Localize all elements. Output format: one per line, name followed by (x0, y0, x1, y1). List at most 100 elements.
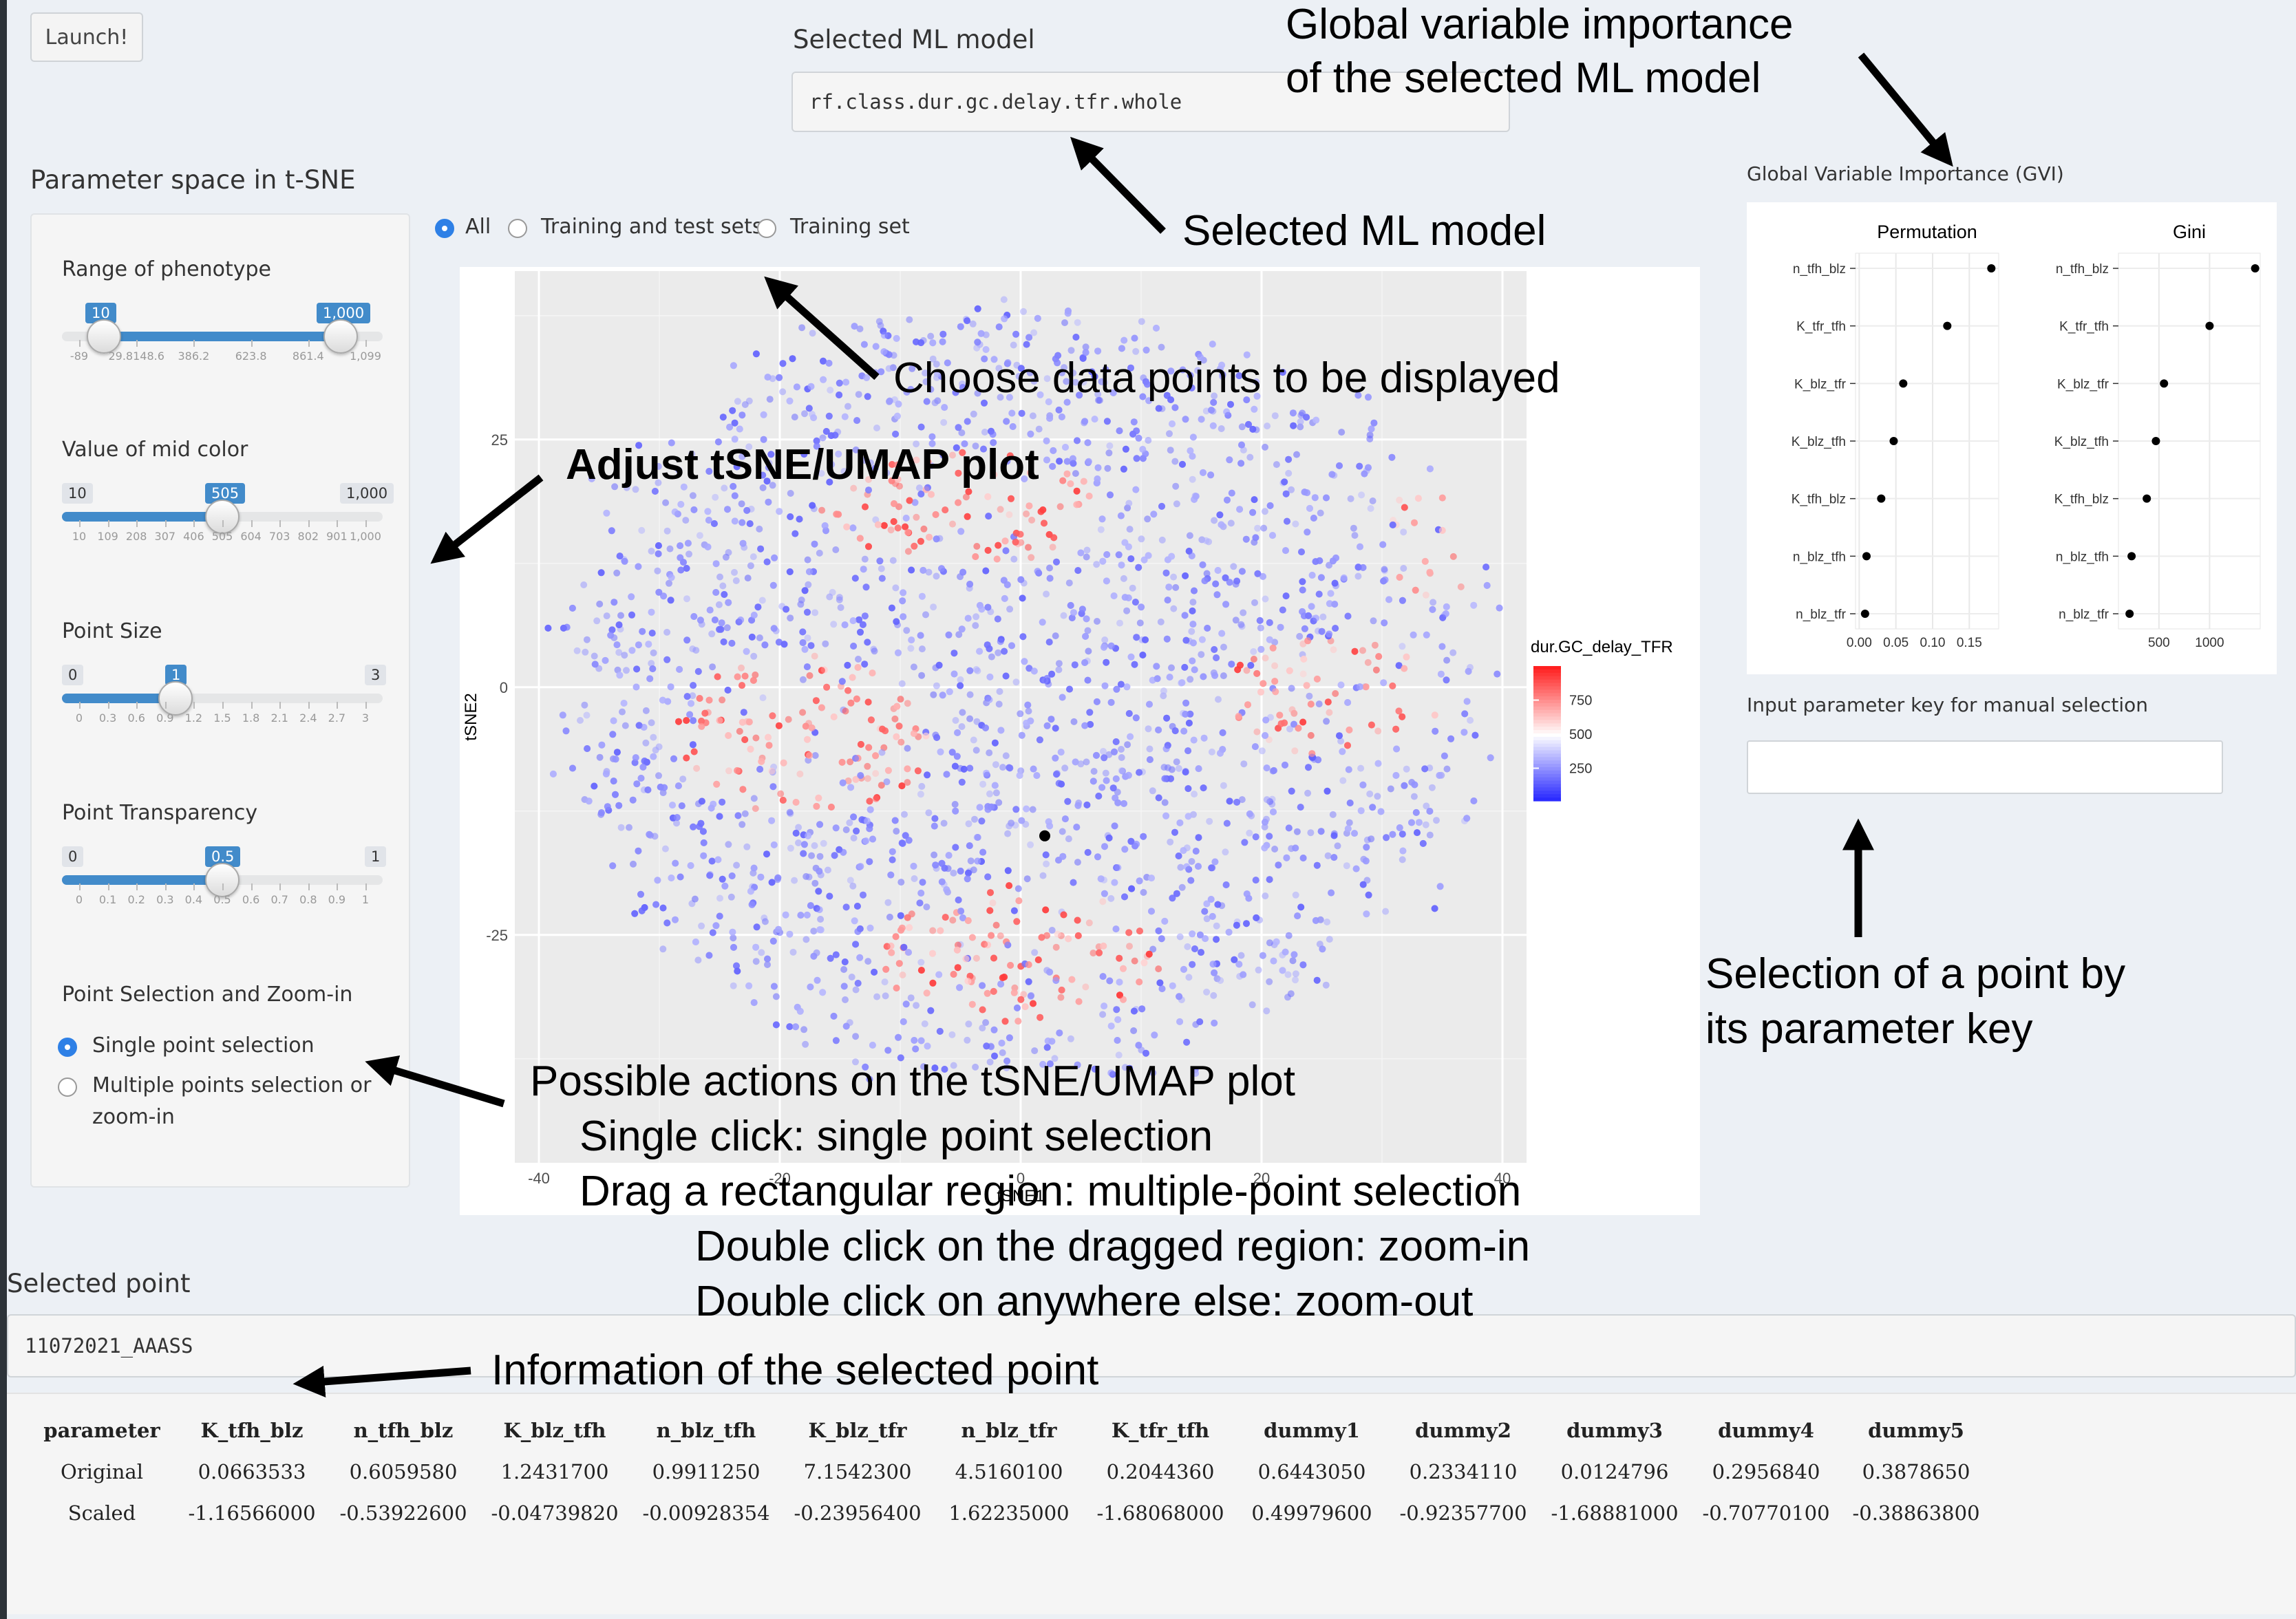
tsne-point[interactable] (769, 482, 776, 489)
tsne-point[interactable] (904, 700, 911, 707)
tsne-point[interactable] (907, 645, 915, 652)
tsne-point[interactable] (1260, 524, 1268, 532)
tsne-point[interactable] (1123, 607, 1131, 614)
tsne-point[interactable] (759, 694, 767, 702)
tsne-point[interactable] (904, 548, 912, 555)
tsne-point[interactable] (1063, 378, 1070, 385)
tsne-point[interactable] (752, 734, 760, 742)
tsne-point[interactable] (1218, 425, 1225, 432)
tsne-point[interactable] (1072, 470, 1079, 478)
tsne-point[interactable] (986, 749, 993, 757)
tsne-point[interactable] (1374, 727, 1382, 735)
tsne-point[interactable] (721, 484, 728, 492)
tsne-point[interactable] (979, 780, 987, 788)
tsne-point[interactable] (573, 647, 581, 654)
tsne-point[interactable] (1172, 583, 1180, 591)
tsne-point[interactable] (1306, 692, 1313, 700)
tsne-point[interactable] (1332, 690, 1339, 697)
tsne-point[interactable] (864, 762, 871, 770)
tsne-point[interactable] (1155, 965, 1162, 973)
tsne-point[interactable] (1083, 758, 1090, 766)
tsne-point[interactable] (1189, 599, 1197, 606)
tsne-point[interactable] (623, 484, 630, 491)
tsne-point[interactable] (1426, 831, 1434, 839)
tsne-point[interactable] (1326, 936, 1333, 943)
tsne-point[interactable] (927, 332, 935, 340)
tsne-point[interactable] (929, 355, 937, 363)
tsne-point[interactable] (1307, 829, 1315, 837)
tsne-point[interactable] (1387, 785, 1394, 793)
tsne-point[interactable] (1403, 765, 1410, 773)
tsne-point[interactable] (1017, 710, 1024, 718)
point-size-slider[interactable]: 0 3 1 0 0.3 0.6 0.9 1.2 1.5 1.8 2.1 2.4 2.7 3 (62, 665, 387, 747)
tsne-point[interactable] (949, 916, 957, 924)
mid-color-slider[interactable]: 10 1,000 505 10 109 208 307 406 505 604 703 802 9… (62, 483, 394, 566)
tsne-point[interactable] (666, 545, 674, 553)
tsne-point[interactable] (1246, 829, 1253, 837)
tsne-point[interactable] (1292, 976, 1299, 984)
tsne-point[interactable] (756, 525, 763, 533)
tsne-point[interactable] (709, 663, 716, 671)
tsne-point[interactable] (904, 779, 911, 786)
tsne-point[interactable] (816, 549, 823, 557)
tsne-point[interactable] (1158, 536, 1166, 544)
tsne-point[interactable] (1170, 605, 1178, 612)
tsne-point[interactable] (1173, 758, 1180, 766)
tsne-point[interactable] (1031, 949, 1039, 956)
tsne-point[interactable] (688, 450, 696, 458)
range-high-handle[interactable] (323, 319, 358, 354)
tsne-point[interactable] (1118, 767, 1125, 775)
tsne-point[interactable] (1116, 619, 1123, 627)
tsne-point[interactable] (591, 652, 598, 660)
tsne-point[interactable] (1027, 841, 1034, 848)
tsne-point[interactable] (1326, 561, 1332, 569)
point-size-handle[interactable] (158, 681, 193, 716)
tsne-point[interactable] (766, 396, 774, 403)
tsne-point[interactable] (929, 927, 937, 934)
tsne-point[interactable] (1297, 423, 1304, 431)
tsne-point[interactable] (897, 879, 905, 886)
tsne-point[interactable] (999, 764, 1006, 771)
tsne-point[interactable] (1358, 491, 1365, 499)
tsne-point[interactable] (1292, 891, 1299, 899)
tsne-point[interactable] (1382, 908, 1390, 915)
tsne-point[interactable] (904, 744, 911, 752)
tsne-point[interactable] (795, 824, 802, 831)
tsne-point[interactable] (917, 958, 925, 966)
tsne-point[interactable] (970, 866, 977, 874)
tsne-point[interactable] (846, 819, 853, 826)
tsne-point[interactable] (1057, 994, 1065, 1001)
tsne-point[interactable] (808, 852, 816, 859)
tsne-point[interactable] (1334, 842, 1341, 850)
tsne-point[interactable] (951, 801, 959, 808)
tsne-point[interactable] (965, 1020, 972, 1028)
tsne-point[interactable] (1346, 819, 1353, 826)
tsne-point[interactable] (1367, 505, 1374, 512)
tsne-point[interactable] (1107, 894, 1115, 902)
tsne-point[interactable] (1010, 555, 1018, 563)
tsne-point[interactable] (772, 993, 780, 1000)
tsne-point[interactable] (796, 770, 804, 778)
tsne-point[interactable] (1188, 858, 1195, 865)
tsne-point[interactable] (1118, 754, 1125, 761)
tsne-point[interactable] (1096, 396, 1103, 404)
tsne-point[interactable] (952, 717, 959, 724)
tsne-point[interactable] (1094, 391, 1102, 398)
tsne-point[interactable] (830, 621, 838, 628)
tsne-point[interactable] (1030, 329, 1038, 336)
tsne-point[interactable] (811, 752, 819, 759)
tsne-point[interactable] (893, 828, 900, 835)
tsne-point[interactable] (1317, 509, 1324, 517)
tsne-point[interactable] (663, 628, 671, 636)
tsne-point[interactable] (1140, 889, 1147, 896)
tsne-point[interactable] (855, 656, 862, 663)
tsne-point[interactable] (931, 851, 938, 859)
tsne-point[interactable] (715, 601, 723, 608)
tsne-point[interactable] (1443, 656, 1451, 664)
tsne-point[interactable] (964, 1036, 971, 1044)
tsne-point[interactable] (1030, 378, 1038, 385)
tsne-point[interactable] (901, 811, 908, 818)
tsne-point[interactable] (1067, 1035, 1074, 1042)
tsne-point[interactable] (844, 403, 851, 410)
tsne-point[interactable] (764, 961, 771, 968)
